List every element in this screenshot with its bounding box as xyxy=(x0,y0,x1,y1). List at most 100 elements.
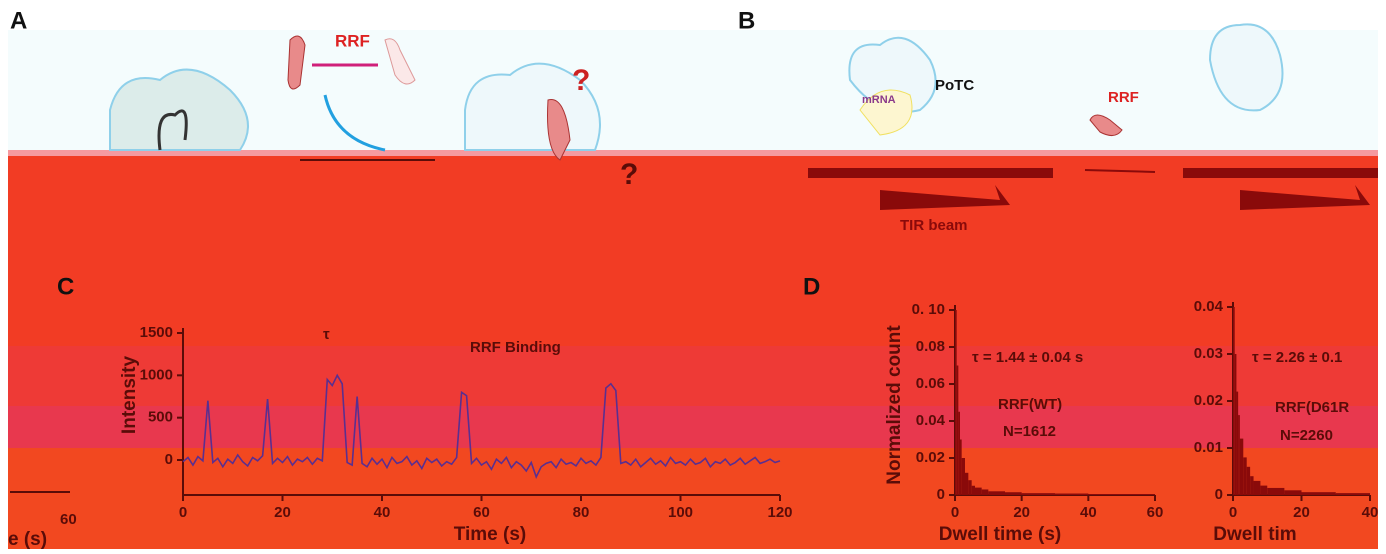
x-axis-label: Time (s) xyxy=(454,524,527,545)
y-tick-label: 0. 10 xyxy=(912,301,945,318)
y-tick-label: 0.04 xyxy=(1194,298,1224,315)
label: RRF xyxy=(335,31,370,50)
x-tick-label: 60 xyxy=(1147,504,1164,521)
y-tick-label: 0.06 xyxy=(916,375,945,392)
rrf-shape xyxy=(547,99,571,161)
x-tick-label: 80 xyxy=(573,504,590,521)
rrf-shape xyxy=(1089,114,1123,136)
bar xyxy=(1055,493,1089,495)
bar xyxy=(975,487,982,495)
y-tick-label: 1500 xyxy=(140,324,173,341)
bar xyxy=(1088,494,1155,495)
trace xyxy=(182,373,781,480)
bar xyxy=(955,310,957,495)
bar xyxy=(1250,476,1254,495)
annotation: RRF(D61R xyxy=(1275,399,1349,416)
band xyxy=(8,406,1378,448)
bar xyxy=(1243,457,1247,495)
x-axis-label: Dwell time (s) xyxy=(939,524,1061,545)
annotation: τ = 2.26 ± 0.1 xyxy=(1252,349,1342,366)
bar xyxy=(1239,438,1244,495)
x-axis-label: Dwell tim xyxy=(1213,524,1296,545)
bar xyxy=(1005,492,1022,495)
ribosome xyxy=(109,68,249,151)
y-tick-label: 0.02 xyxy=(1194,392,1223,409)
ribosome xyxy=(1208,23,1284,112)
y-tick-label: 1000 xyxy=(140,366,173,383)
panel-label: B xyxy=(738,7,755,34)
y-tick-label: 0 xyxy=(1215,486,1223,503)
y-tick-label: 500 xyxy=(148,409,173,426)
x-tick-label: 0 xyxy=(1229,504,1237,521)
arrow xyxy=(1084,169,1156,173)
panel-label: A xyxy=(10,7,27,34)
label: mRNA xyxy=(862,94,896,106)
bar xyxy=(1335,493,1370,495)
y-axis-label: Intensity xyxy=(119,356,140,435)
y-tick-label: 0.01 xyxy=(1194,439,1223,456)
bar xyxy=(958,411,960,495)
bar xyxy=(1301,492,1336,495)
bar xyxy=(1284,490,1302,495)
bar xyxy=(971,485,975,495)
x-tick-label: 40 xyxy=(374,504,391,521)
annotation: N=1612 xyxy=(1003,423,1056,440)
question: ? xyxy=(572,64,590,97)
annotation: RRF Binding xyxy=(470,339,561,356)
x-tick-label: 0 xyxy=(179,504,187,521)
subunit xyxy=(859,89,913,136)
rrf-shape xyxy=(384,38,416,85)
label: TIR beam xyxy=(900,217,968,234)
bar xyxy=(1021,493,1055,495)
y-tick-label: 0 xyxy=(937,486,945,503)
arrow xyxy=(323,94,386,152)
x-tick-label: 120 xyxy=(767,504,792,521)
x-tick-label: 100 xyxy=(668,504,693,521)
rrf-shape xyxy=(287,35,306,90)
label: PoTC xyxy=(935,77,974,94)
x-tick-label: 40 xyxy=(1080,504,1097,521)
annotation: τ xyxy=(323,326,330,343)
bar xyxy=(1253,480,1261,495)
bar xyxy=(1260,485,1268,495)
y-axis-label: Normalized count xyxy=(884,325,905,485)
bar xyxy=(956,365,959,495)
x-tick-label: 60 xyxy=(473,504,490,521)
y-tick-label: 0 xyxy=(165,451,173,468)
bar xyxy=(1246,466,1251,495)
y-tick-label: 0.02 xyxy=(916,449,945,466)
axis-label: e (s) xyxy=(8,529,47,549)
y-tick-label: 0.03 xyxy=(1194,345,1223,362)
bar xyxy=(1267,487,1285,495)
slide xyxy=(1183,168,1378,178)
x-tick-label: 0 xyxy=(951,504,959,521)
bar xyxy=(988,491,1005,495)
band xyxy=(8,346,1378,406)
bar xyxy=(960,439,962,495)
panel-label: C xyxy=(57,273,74,300)
x-tick-label: 20 xyxy=(1293,504,1310,521)
bar xyxy=(1233,307,1235,495)
band xyxy=(8,156,1378,346)
bar xyxy=(1234,354,1237,495)
annotation: N=2260 xyxy=(1280,427,1333,444)
bar xyxy=(965,472,969,495)
beam xyxy=(880,185,1010,210)
y-tick-label: 0.04 xyxy=(916,412,946,429)
annotation: RRF(WT) xyxy=(998,396,1062,413)
question: ? xyxy=(620,158,638,191)
tick-label: 60 xyxy=(60,511,77,528)
band xyxy=(8,448,1378,549)
y-tick-label: 0.08 xyxy=(916,338,945,355)
beam xyxy=(1240,185,1370,210)
x-tick-label: 20 xyxy=(274,504,291,521)
x-tick-label: 40 xyxy=(1362,504,1379,521)
slide xyxy=(808,168,1053,178)
bar xyxy=(961,458,965,495)
annotation: τ = 1.44 ± 0.04 s xyxy=(972,349,1083,366)
bar xyxy=(1238,415,1240,495)
surface xyxy=(8,150,1378,156)
bar xyxy=(968,480,972,495)
bar xyxy=(981,489,989,495)
